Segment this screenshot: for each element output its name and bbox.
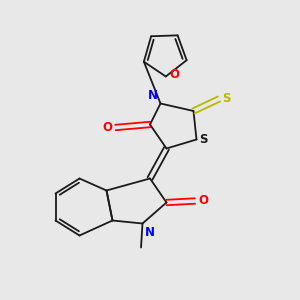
Text: N: N (148, 89, 158, 102)
Text: S: S (222, 92, 230, 106)
Text: S: S (200, 133, 208, 146)
Text: N: N (145, 226, 155, 239)
Text: O: O (170, 68, 180, 82)
Text: O: O (102, 121, 112, 134)
Text: O: O (198, 194, 208, 208)
